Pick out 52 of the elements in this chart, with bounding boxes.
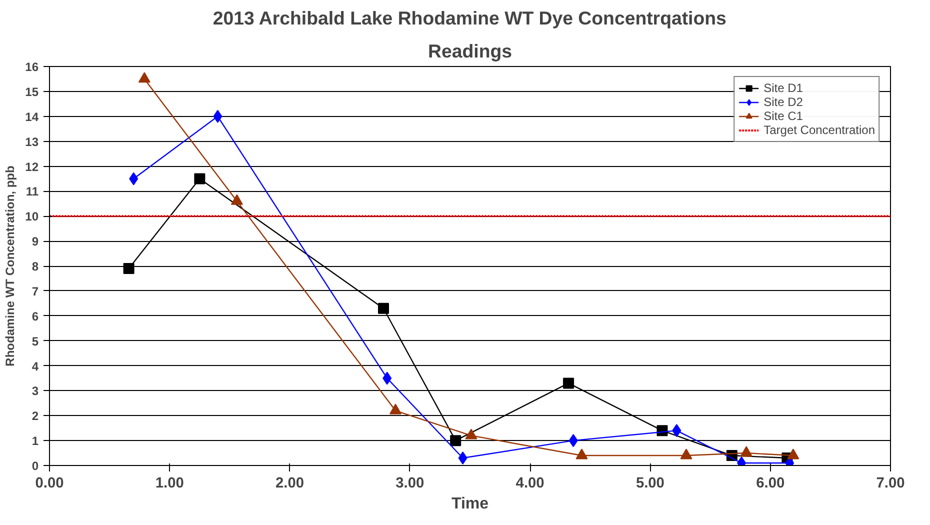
point bbox=[213, 110, 222, 123]
point bbox=[680, 448, 692, 460]
point bbox=[129, 172, 138, 186]
y-tick-label: 6 bbox=[32, 309, 39, 324]
y-tick-label: 15 bbox=[25, 84, 39, 99]
y-tick-label: 10 bbox=[25, 210, 39, 224]
y-tick-label: 7 bbox=[32, 284, 39, 298]
point bbox=[576, 448, 588, 460]
chart-subtitle: Readings bbox=[428, 40, 512, 62]
x-tick-label: 5.00 bbox=[636, 476, 664, 492]
legend-label: Site D1 bbox=[764, 81, 803, 95]
point bbox=[138, 72, 150, 83]
x-tick-label: 6.00 bbox=[756, 476, 785, 492]
y-tick-label: 8 bbox=[32, 260, 39, 274]
legend-label: Site D2 bbox=[764, 95, 803, 109]
legend-label: Site C1 bbox=[764, 109, 803, 123]
y-tick-label: 0 bbox=[32, 459, 39, 473]
y-tick-label: 5 bbox=[32, 334, 39, 348]
point bbox=[194, 173, 206, 184]
x-tick-label: 4.00 bbox=[516, 476, 544, 492]
point bbox=[123, 262, 134, 274]
x-tick-label: 3.00 bbox=[396, 476, 424, 492]
y-tick-label: 14 bbox=[25, 110, 39, 124]
y-tick-label: 2 bbox=[32, 409, 39, 424]
chart-title: 2013 Archibald Lake Rhodamine WT Dye Concentrqations bbox=[212, 8, 726, 28]
x-tick-label: 7.00 bbox=[876, 476, 905, 492]
point bbox=[390, 404, 402, 414]
point bbox=[450, 435, 462, 446]
y-tick-label: 1 bbox=[32, 434, 39, 448]
point bbox=[563, 378, 574, 389]
y-tick-label: 12 bbox=[25, 160, 39, 174]
point bbox=[378, 302, 389, 314]
point bbox=[787, 448, 800, 460]
point bbox=[568, 434, 578, 448]
y-tick-label: 16 bbox=[25, 60, 39, 74]
point bbox=[382, 372, 392, 385]
point bbox=[672, 424, 682, 438]
y-tick-label: 13 bbox=[25, 134, 39, 149]
legend-label: Target Concentration bbox=[764, 123, 875, 137]
point bbox=[740, 446, 752, 457]
x-tick-label: 1.00 bbox=[155, 476, 184, 492]
y-tick-label: 9 bbox=[32, 234, 39, 249]
x-tick-label: 2.00 bbox=[276, 476, 304, 492]
y-tick-label: 3 bbox=[32, 384, 39, 398]
y-axis-title: Rhodamine WT Concentration, ppb bbox=[3, 166, 18, 366]
point bbox=[465, 428, 478, 440]
point bbox=[458, 452, 468, 465]
x-tick-label: 0.00 bbox=[35, 476, 64, 492]
y-tick-label: 4 bbox=[32, 359, 39, 374]
x-axis-title: Time bbox=[451, 496, 489, 512]
point bbox=[230, 194, 243, 205]
y-tick-label: 11 bbox=[26, 184, 39, 199]
